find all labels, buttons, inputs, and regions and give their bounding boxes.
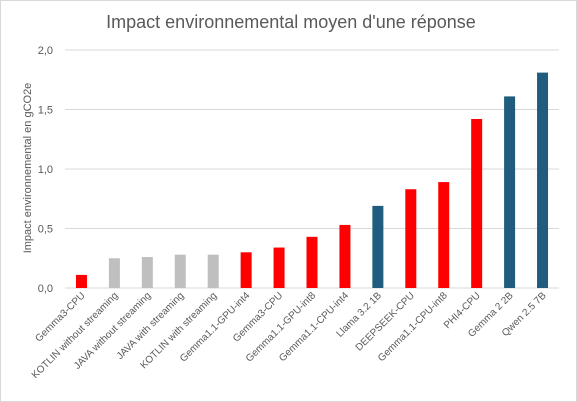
x-tick-label: DEEPSEEK-CPU [354, 290, 417, 353]
bars-layer [75, 72, 549, 289]
bar [141, 257, 153, 288]
bar [504, 96, 516, 288]
bar [405, 189, 417, 288]
y-axis-label: Impact environnemental en gCO2e [22, 83, 34, 254]
bar [438, 182, 450, 288]
bar [207, 254, 219, 288]
y-tick-labels: 0,0 0,5 1,0 1,5 2,0 [38, 45, 53, 295]
bar [174, 254, 186, 288]
bar [75, 274, 87, 288]
bar [537, 72, 549, 288]
y-tick-label: 2,0 [38, 45, 53, 57]
bar [240, 252, 252, 288]
bar [471, 119, 483, 289]
y-tick-label: 0,0 [38, 283, 53, 295]
bar [372, 205, 384, 288]
y-tick-label: 0,5 [38, 224, 53, 236]
y-tick-label: 1,5 [38, 105, 53, 117]
bar [339, 224, 351, 288]
bar [108, 258, 120, 288]
bar [273, 247, 285, 288]
chart-title: Impact environnemental moyen d'une répon… [106, 12, 476, 32]
bar [306, 236, 318, 288]
y-tick-label: 1,0 [38, 164, 53, 176]
